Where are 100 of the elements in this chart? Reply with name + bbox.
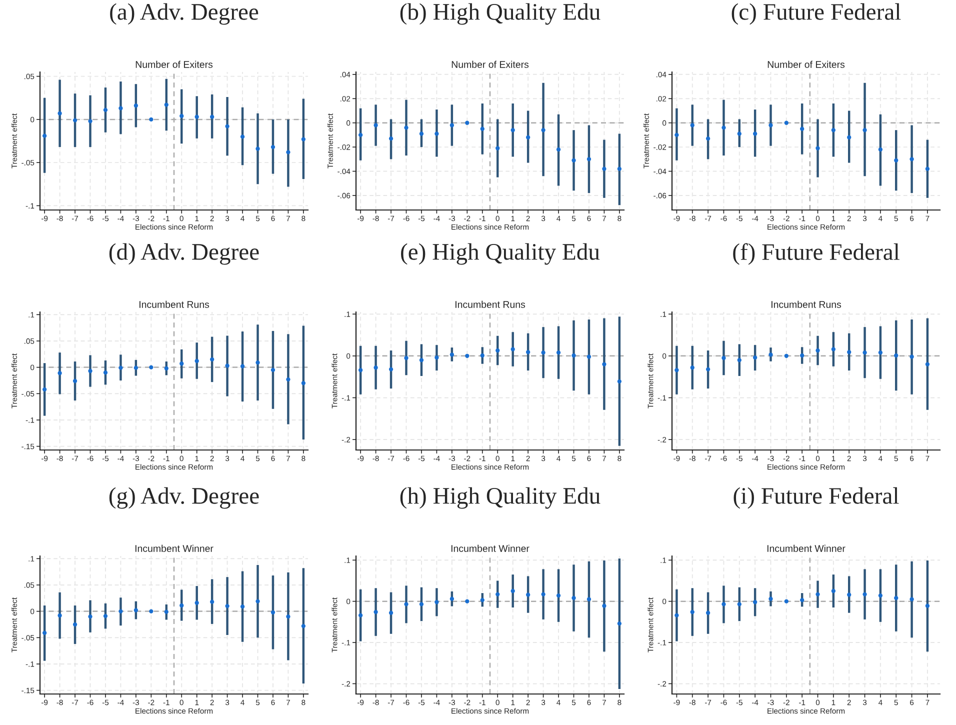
chart-title: (f) Future Federal xyxy=(733,243,900,265)
point xyxy=(103,370,108,375)
point xyxy=(894,158,898,162)
point xyxy=(800,353,804,358)
point xyxy=(752,356,758,360)
point xyxy=(910,354,914,359)
point xyxy=(164,102,168,107)
point xyxy=(42,134,47,138)
chart-subtitle: Incumbent Runs xyxy=(772,300,842,308)
point xyxy=(768,596,773,601)
point xyxy=(270,368,276,372)
point xyxy=(225,604,230,608)
point xyxy=(72,622,78,627)
point xyxy=(388,367,394,372)
point xyxy=(134,104,138,108)
point xyxy=(118,366,123,370)
point xyxy=(586,354,592,359)
point xyxy=(180,114,184,118)
point xyxy=(496,348,500,353)
point xyxy=(910,597,914,602)
point xyxy=(450,352,454,357)
point xyxy=(690,123,694,128)
point xyxy=(58,613,62,618)
point xyxy=(118,609,123,614)
point xyxy=(149,365,154,370)
point xyxy=(878,593,883,598)
point xyxy=(510,588,515,594)
point xyxy=(674,613,679,618)
point xyxy=(256,599,260,604)
point xyxy=(374,123,378,128)
point xyxy=(480,126,484,131)
point xyxy=(42,630,47,635)
point xyxy=(72,378,78,384)
point xyxy=(240,364,245,368)
point xyxy=(88,368,92,374)
point xyxy=(256,360,260,365)
point xyxy=(450,596,454,601)
point xyxy=(286,614,290,619)
point xyxy=(374,366,378,370)
point xyxy=(831,128,836,132)
point xyxy=(286,377,290,382)
point xyxy=(862,350,867,355)
point xyxy=(706,136,710,141)
point xyxy=(556,350,561,355)
point xyxy=(286,150,290,154)
point xyxy=(404,602,408,606)
point xyxy=(862,592,867,596)
point xyxy=(706,367,710,372)
point xyxy=(722,602,726,606)
point xyxy=(617,166,622,171)
point xyxy=(210,357,214,362)
point xyxy=(301,137,306,142)
point xyxy=(674,132,679,138)
point xyxy=(404,356,408,360)
point xyxy=(737,132,742,136)
point xyxy=(42,387,47,392)
point xyxy=(800,598,804,602)
point xyxy=(496,592,500,596)
point xyxy=(374,610,378,614)
point xyxy=(784,599,788,604)
point xyxy=(194,358,199,364)
point xyxy=(722,126,726,130)
point xyxy=(434,600,439,604)
point xyxy=(690,366,694,370)
point xyxy=(878,350,883,355)
point xyxy=(800,126,804,131)
point xyxy=(88,119,92,124)
chart-title: (h) High Quality Edu xyxy=(400,487,600,509)
point xyxy=(602,166,606,171)
point xyxy=(210,600,214,604)
point xyxy=(586,597,592,602)
point xyxy=(149,609,154,614)
point xyxy=(434,132,439,136)
point xyxy=(526,592,530,597)
point xyxy=(118,106,123,110)
point xyxy=(270,610,276,614)
point xyxy=(617,379,622,384)
point xyxy=(301,381,306,386)
point xyxy=(103,108,108,112)
chart-subtitle: Incumbent Winner xyxy=(767,544,846,552)
point xyxy=(194,114,199,119)
point xyxy=(816,592,820,596)
point xyxy=(572,596,576,600)
point xyxy=(134,608,138,612)
point xyxy=(419,358,424,362)
chart-subtitle: Incumbent Runs xyxy=(140,300,210,308)
point xyxy=(496,146,500,150)
point xyxy=(541,350,546,355)
point xyxy=(925,604,930,608)
point xyxy=(194,600,199,605)
point xyxy=(784,354,788,358)
chart-title: (d) Adv. Degree xyxy=(109,243,259,265)
point xyxy=(58,111,62,116)
point xyxy=(722,356,726,360)
point xyxy=(894,596,898,600)
point xyxy=(164,610,168,614)
point xyxy=(894,353,898,358)
point xyxy=(910,157,914,162)
point xyxy=(878,147,883,152)
point xyxy=(526,350,530,354)
